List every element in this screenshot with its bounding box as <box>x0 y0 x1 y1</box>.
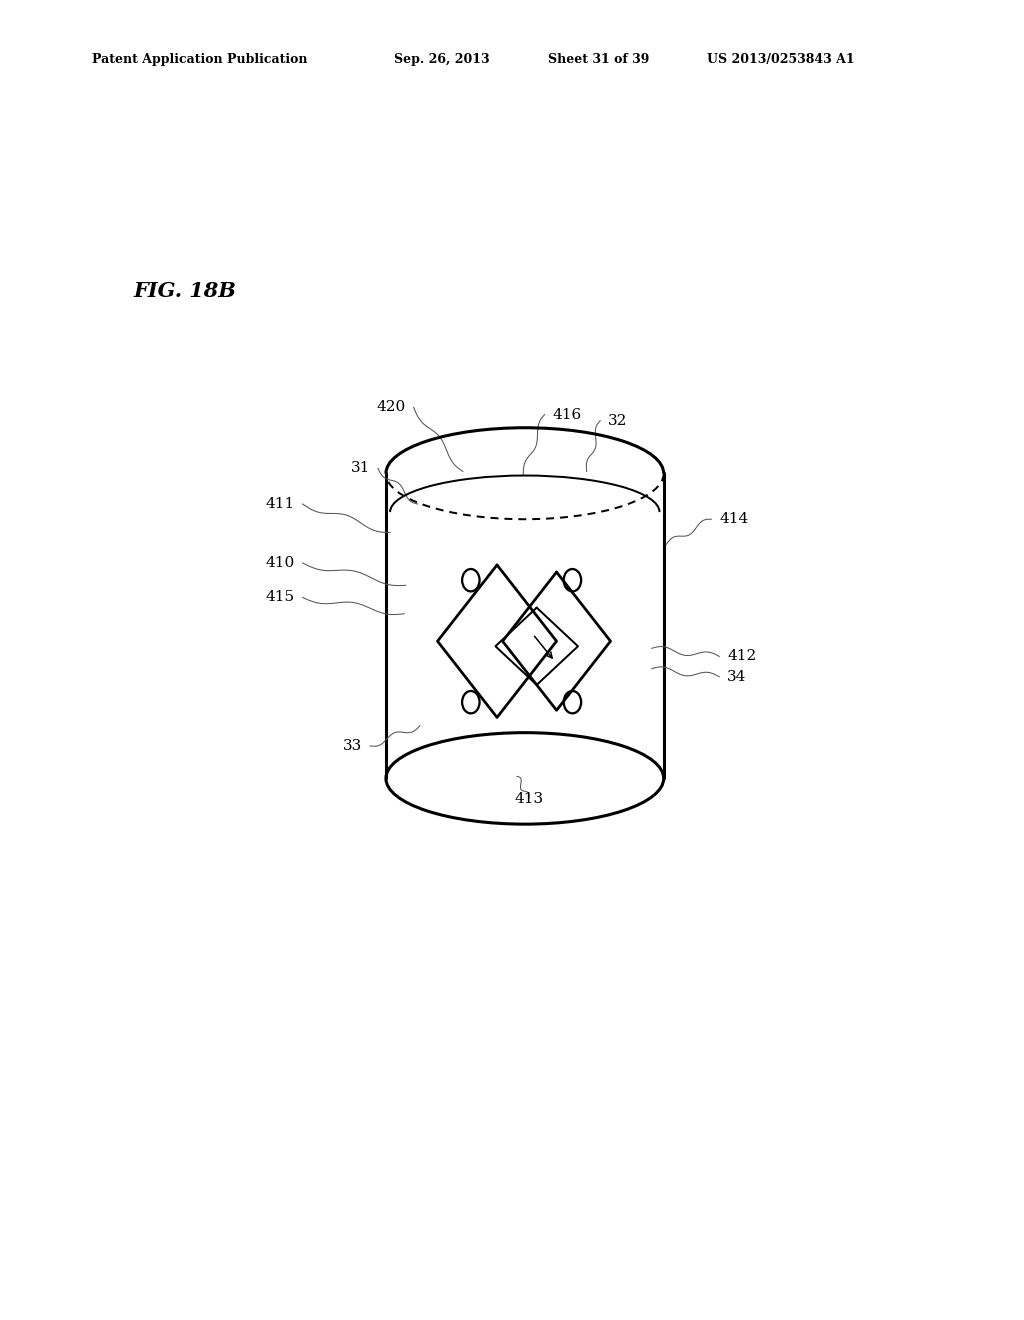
Text: Sheet 31 of 39: Sheet 31 of 39 <box>548 53 649 66</box>
Text: US 2013/0253843 A1: US 2013/0253843 A1 <box>707 53 854 66</box>
Text: 412: 412 <box>727 649 757 664</box>
Text: 410: 410 <box>265 556 295 570</box>
Text: 31: 31 <box>350 462 370 475</box>
Text: 420: 420 <box>377 400 406 414</box>
Text: 414: 414 <box>719 512 749 527</box>
Text: 415: 415 <box>265 590 295 605</box>
Text: Patent Application Publication: Patent Application Publication <box>92 53 307 66</box>
Text: 34: 34 <box>727 669 746 684</box>
Text: 33: 33 <box>343 739 362 752</box>
Text: 32: 32 <box>608 413 628 428</box>
Text: Sep. 26, 2013: Sep. 26, 2013 <box>394 53 489 66</box>
Text: 416: 416 <box>553 408 582 421</box>
Text: 413: 413 <box>514 792 544 805</box>
Text: FIG. 18B: FIG. 18B <box>133 281 236 301</box>
Text: 411: 411 <box>265 496 295 511</box>
